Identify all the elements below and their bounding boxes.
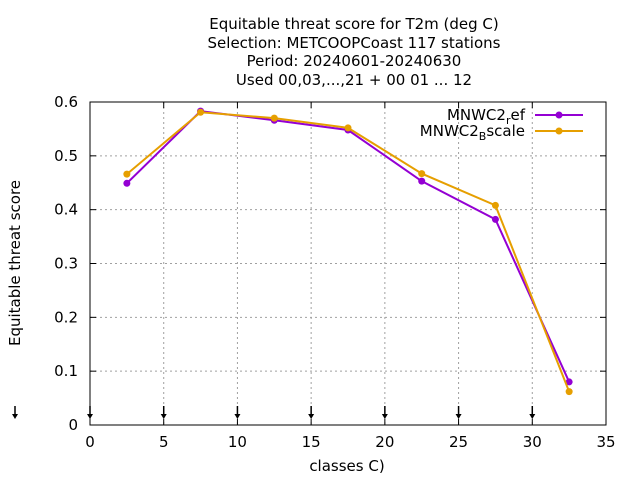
series-2-point bbox=[197, 108, 205, 116]
bottom-marker-head bbox=[234, 414, 241, 419]
bottom-marker-head bbox=[529, 414, 536, 419]
series-2-point bbox=[565, 388, 573, 396]
legend-entry-1: MNWC2ref bbox=[447, 106, 583, 127]
plot-frame bbox=[89, 101, 607, 426]
series-2-point bbox=[491, 201, 499, 209]
y-tick-label: 0.5 bbox=[54, 147, 78, 165]
bottom-markers bbox=[12, 406, 536, 419]
bottom-marker bbox=[529, 406, 536, 419]
tick-labels: 0 5 10 15 20 25 30 35 0 0.1 0.2 0.3 0.4 0.5 0.6 bbox=[54, 93, 615, 451]
x-tick-label: 25 bbox=[449, 433, 468, 451]
series-2 bbox=[123, 108, 573, 396]
y-tick-label: 0.4 bbox=[54, 201, 78, 219]
x-tick-label: 10 bbox=[228, 433, 247, 451]
series-2-point bbox=[123, 170, 131, 178]
legend-label-2-sub: B bbox=[479, 130, 487, 143]
bottom-marker bbox=[381, 406, 388, 419]
bottom-marker bbox=[455, 406, 462, 419]
legend-marker-2 bbox=[555, 127, 563, 135]
y-tick-label: 0.3 bbox=[54, 255, 78, 273]
legend-label-1: MNWC2ref bbox=[447, 106, 526, 127]
grid-lines bbox=[90, 102, 606, 425]
legend: MNWC2ref MNWC2Bscale bbox=[420, 106, 583, 143]
chart-title-line-4: Used 00,03,...,21 + 00 01 ... 12 bbox=[236, 71, 472, 89]
series-1-point bbox=[123, 179, 131, 187]
legend-label-2-rest: scale bbox=[486, 122, 525, 140]
series-layer bbox=[123, 107, 573, 396]
x-tick-label: 20 bbox=[375, 433, 394, 451]
x-tick-label: 30 bbox=[523, 433, 542, 451]
y-axis-label: Equitable threat score bbox=[6, 180, 24, 346]
legend-label-1-rest: ef bbox=[510, 106, 525, 124]
bottom-marker-outside-head bbox=[12, 414, 18, 419]
bottom-marker bbox=[87, 406, 93, 419]
series-2-point bbox=[270, 114, 278, 122]
bottom-marker bbox=[308, 406, 315, 419]
y-tick-label: 0.1 bbox=[54, 362, 78, 380]
bottom-marker-head bbox=[308, 414, 315, 419]
x-tick-label: 5 bbox=[159, 433, 169, 451]
series-2-point bbox=[418, 170, 426, 178]
y-tick-label: 0 bbox=[68, 416, 78, 434]
chart-title-line-1: Equitable threat score for T2m (deg C) bbox=[209, 15, 499, 33]
bottom-marker-head bbox=[160, 414, 167, 419]
bottom-marker bbox=[234, 406, 241, 419]
bottom-marker-outside bbox=[12, 406, 18, 419]
chart-title-line-2: Selection: METCOOPCoast 117 stations bbox=[208, 34, 501, 52]
x-tick-label: 35 bbox=[596, 433, 615, 451]
bottom-marker bbox=[160, 406, 167, 419]
series-2-point bbox=[344, 124, 352, 132]
legend-label-1-sub: r bbox=[506, 114, 511, 127]
x-tick-label: 0 bbox=[85, 433, 95, 451]
x-axis-label: classes C) bbox=[309, 457, 384, 475]
chart-title-line-3: Period: 20240601-20240630 bbox=[247, 52, 462, 70]
legend-entry-2: MNWC2Bscale bbox=[420, 122, 583, 143]
bottom-marker-head bbox=[381, 414, 388, 419]
legend-label-2: MNWC2Bscale bbox=[420, 122, 525, 143]
series-1-point bbox=[565, 378, 573, 386]
series-1-point bbox=[491, 215, 499, 223]
legend-label-1-name: MNWC2 bbox=[447, 106, 506, 124]
series-1-point bbox=[418, 177, 426, 185]
legend-marker-1 bbox=[555, 111, 563, 119]
bottom-marker-head bbox=[455, 414, 462, 419]
legend-label-2-name: MNWC2 bbox=[420, 122, 479, 140]
x-tick-label: 15 bbox=[302, 433, 321, 451]
y-tick-label: 0.2 bbox=[54, 308, 78, 326]
y-tick-label: 0.6 bbox=[54, 93, 78, 111]
bottom-marker-head bbox=[87, 414, 93, 419]
